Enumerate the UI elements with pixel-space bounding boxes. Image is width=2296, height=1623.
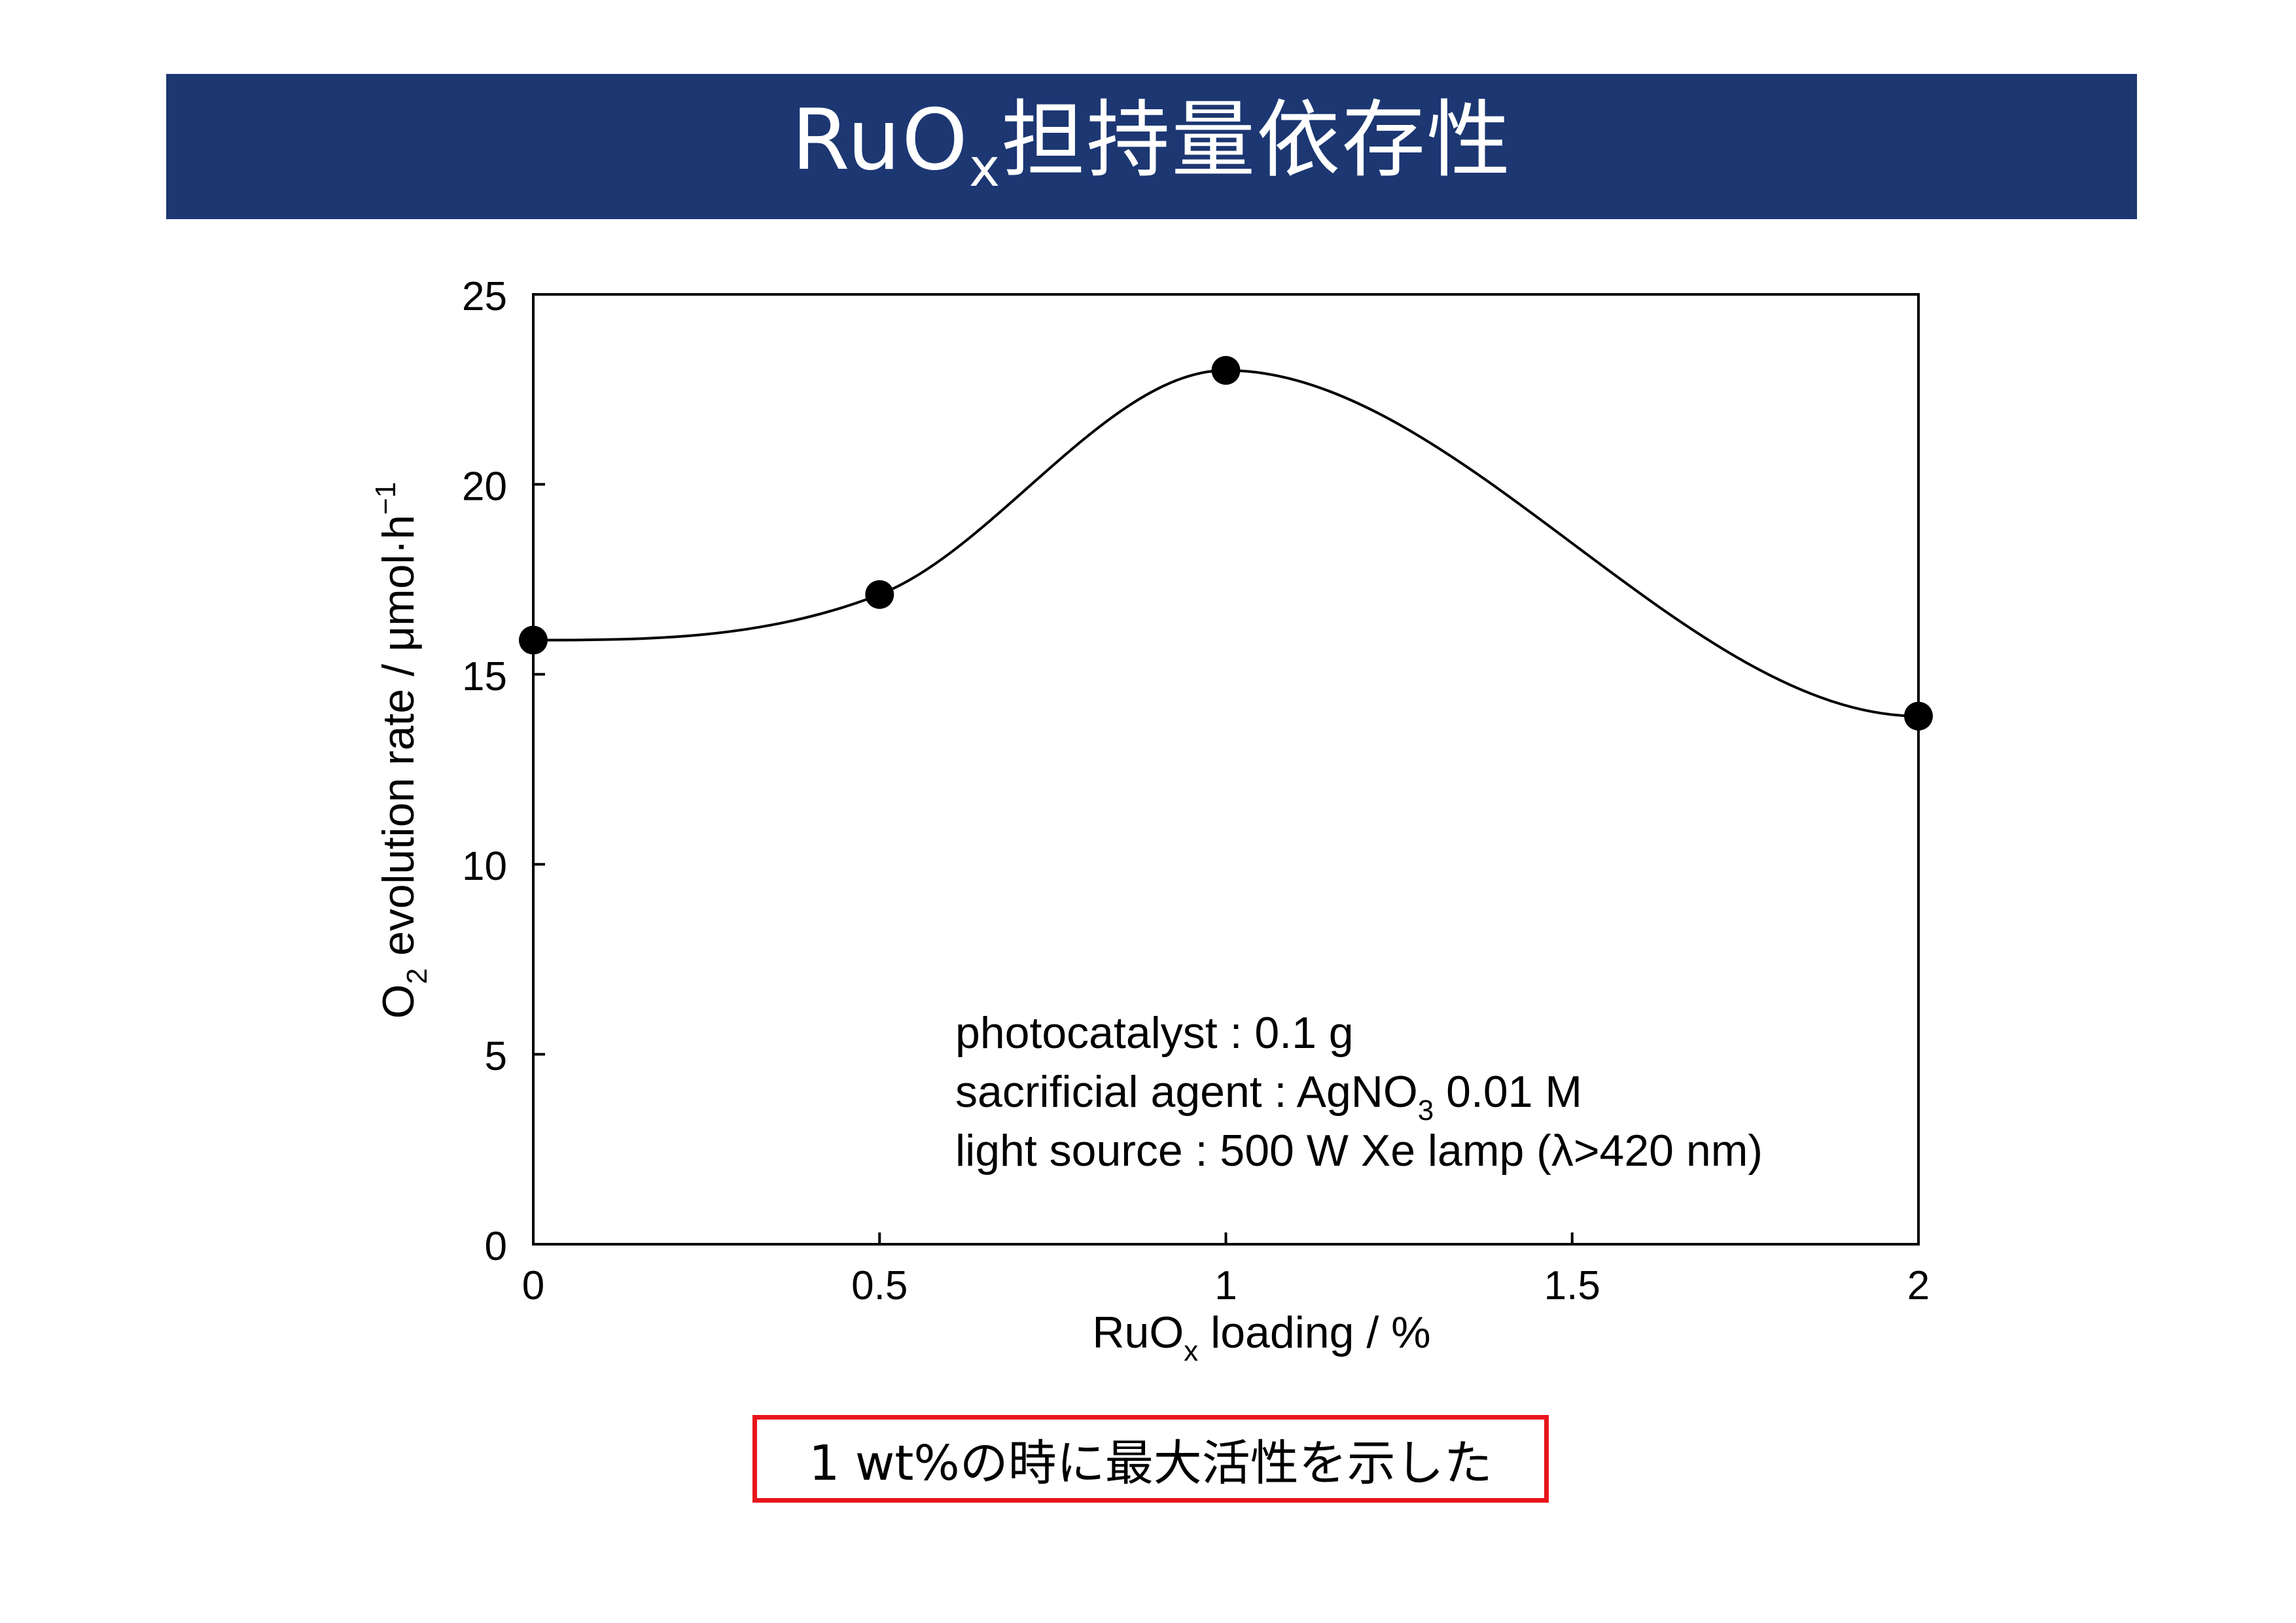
y-tick-label: 10 <box>462 844 507 889</box>
y-axis-label-sup: −1 <box>370 482 402 515</box>
x-tick-label: 1 <box>1214 1263 1237 1308</box>
data-point <box>1211 356 1241 385</box>
x-axis-label: RuOx loading / % <box>1092 1308 1430 1367</box>
y-tick-label: 25 <box>462 274 507 319</box>
title-subscript: x <box>968 137 1002 198</box>
y-tick-label: 0 <box>485 1224 507 1269</box>
x-tick-label: 0 <box>522 1263 544 1308</box>
x-tick-label: 1.5 <box>1544 1263 1600 1308</box>
data-markers <box>519 356 1933 731</box>
data-point <box>1904 701 1933 731</box>
annotation-line-2: sacrificial agent : AgNO3 0.01 M <box>955 1067 1582 1126</box>
y-tick-label: 15 <box>462 654 507 699</box>
annotation-line-2-sub: 3 <box>1418 1094 1434 1126</box>
slide-title: RuOx担持量依存性 <box>792 99 1511 194</box>
annotation-line-2-post: 0.01 M <box>1434 1067 1582 1117</box>
series-curve <box>533 369 1919 718</box>
y-axis-label-sub: 2 <box>401 968 433 984</box>
y-tick-label: 5 <box>485 1034 507 1079</box>
data-point <box>519 625 548 655</box>
x-tick-label: 2 <box>1907 1263 1930 1308</box>
title-bar: RuOx担持量依存性 <box>166 74 2137 219</box>
title-rest: 担持量依存性 <box>1001 92 1512 189</box>
conclusion-box: 1 wt%の時に最大活性を示した <box>752 1415 1549 1503</box>
data-point <box>865 580 894 609</box>
y-axis-label: O2 evolution rate / μmol·h−1 <box>370 482 433 1019</box>
y-axis-label-mid: evolution rate / μmol·h <box>374 515 423 968</box>
chart-ticks <box>532 293 1920 1246</box>
annotation-line-3: light source : 500 W Xe lamp (λ>420 nm) <box>955 1126 1763 1176</box>
x-tick-label: 0.5 <box>851 1263 908 1308</box>
conditions-annotation: photocatalyst : 0.1 g sacrificial agent … <box>955 1008 1763 1176</box>
y-axis-label-pre: O <box>374 984 423 1019</box>
conclusion-text: 1 wt%の時に最大活性を示した <box>809 1435 1492 1492</box>
y-tick-label: 20 <box>462 464 507 509</box>
x-axis-label-rest: loading / % <box>1198 1308 1430 1357</box>
x-axis-label-sub: x <box>1184 1335 1198 1367</box>
annotation-line-1: photocatalyst : 0.1 g <box>955 1008 1354 1058</box>
title-main: RuO <box>791 92 969 189</box>
x-axis-label-main: RuO <box>1092 1308 1184 1357</box>
annotation-line-2-pre: sacrificial agent : AgNO <box>955 1067 1418 1117</box>
chart-tick-labels: 0 5 10 15 20 25 0 0.5 1 1.5 2 <box>462 274 1930 1308</box>
